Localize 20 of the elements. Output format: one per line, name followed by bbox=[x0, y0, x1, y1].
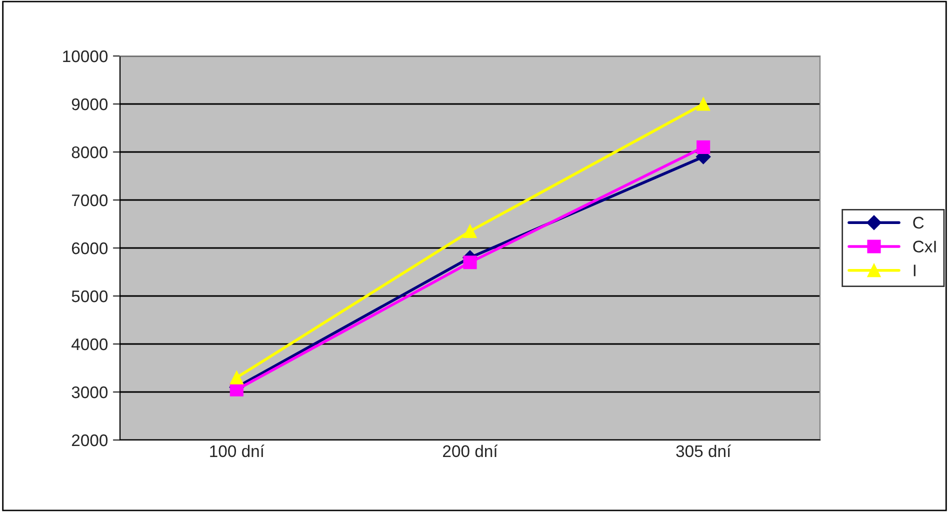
point bbox=[463, 224, 477, 238]
legend-label: CxI bbox=[913, 240, 936, 252]
point bbox=[696, 97, 710, 111]
y-tick-label: 5000 bbox=[72, 290, 108, 302]
y-tick-label: 2000 bbox=[72, 434, 108, 446]
y-tick-label: 9000 bbox=[72, 98, 108, 110]
y-tick-label: 6000 bbox=[72, 242, 108, 254]
x-tick-label: 200 dní bbox=[443, 444, 498, 458]
y-tick-label: 3000 bbox=[72, 386, 108, 398]
legend-label: I bbox=[914, 264, 916, 276]
y-tick-label: 10000 bbox=[63, 50, 108, 62]
y-tick-label: 7000 bbox=[72, 194, 108, 206]
legend-label: C bbox=[913, 216, 924, 229]
y-tick-label: 4000 bbox=[72, 338, 108, 350]
point bbox=[230, 370, 244, 384]
x-tick-label: 305 dní bbox=[676, 444, 732, 458]
y-tick-label: 8000 bbox=[72, 146, 108, 158]
x-tick-label: 100 dní bbox=[210, 444, 264, 458]
point bbox=[463, 256, 477, 270]
point bbox=[696, 140, 710, 154]
